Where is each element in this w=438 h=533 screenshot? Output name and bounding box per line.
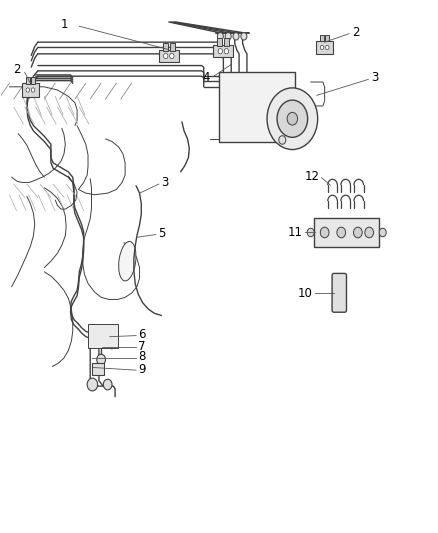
Text: 3: 3 xyxy=(371,71,378,84)
Text: 3: 3 xyxy=(161,176,169,189)
Bar xyxy=(320,35,324,41)
Ellipse shape xyxy=(119,241,136,281)
Text: 10: 10 xyxy=(297,287,312,300)
Circle shape xyxy=(218,49,223,54)
FancyBboxPatch shape xyxy=(22,83,39,97)
Circle shape xyxy=(320,227,329,238)
Bar xyxy=(325,35,329,41)
Circle shape xyxy=(325,45,329,50)
Bar xyxy=(31,77,35,84)
FancyBboxPatch shape xyxy=(213,45,233,57)
Circle shape xyxy=(87,378,98,391)
Circle shape xyxy=(320,45,324,50)
FancyBboxPatch shape xyxy=(332,273,346,312)
Circle shape xyxy=(365,227,374,238)
Circle shape xyxy=(224,49,229,54)
Circle shape xyxy=(103,379,112,390)
Text: 7: 7 xyxy=(138,340,146,353)
Circle shape xyxy=(379,228,386,237)
Text: 12: 12 xyxy=(304,169,319,183)
Bar xyxy=(217,38,223,46)
Circle shape xyxy=(97,354,106,365)
Circle shape xyxy=(217,33,223,40)
Circle shape xyxy=(287,112,297,125)
Text: 4: 4 xyxy=(202,71,209,84)
Text: 2: 2 xyxy=(13,63,20,76)
Circle shape xyxy=(233,33,239,40)
Circle shape xyxy=(31,88,35,92)
Bar xyxy=(170,43,175,51)
Text: 5: 5 xyxy=(158,227,165,239)
Bar xyxy=(25,77,30,84)
Text: 6: 6 xyxy=(138,328,146,341)
Text: 2: 2 xyxy=(352,26,360,39)
Circle shape xyxy=(279,136,286,144)
Bar xyxy=(162,43,168,51)
Circle shape xyxy=(241,33,247,40)
Text: 1: 1 xyxy=(61,18,68,30)
Circle shape xyxy=(170,53,174,59)
Circle shape xyxy=(277,100,307,138)
Circle shape xyxy=(307,228,314,237)
FancyBboxPatch shape xyxy=(159,50,179,62)
Text: 9: 9 xyxy=(138,362,146,376)
Circle shape xyxy=(353,227,362,238)
Circle shape xyxy=(163,53,168,59)
Circle shape xyxy=(267,88,318,150)
Bar xyxy=(224,38,230,46)
FancyBboxPatch shape xyxy=(314,217,379,247)
FancyBboxPatch shape xyxy=(316,41,333,54)
Bar xyxy=(219,72,295,142)
Text: 11: 11 xyxy=(288,226,303,239)
Text: 8: 8 xyxy=(138,350,145,364)
Circle shape xyxy=(26,88,29,92)
Circle shape xyxy=(337,227,346,238)
FancyBboxPatch shape xyxy=(92,364,104,375)
Circle shape xyxy=(225,33,231,40)
FancyBboxPatch shape xyxy=(88,324,118,349)
